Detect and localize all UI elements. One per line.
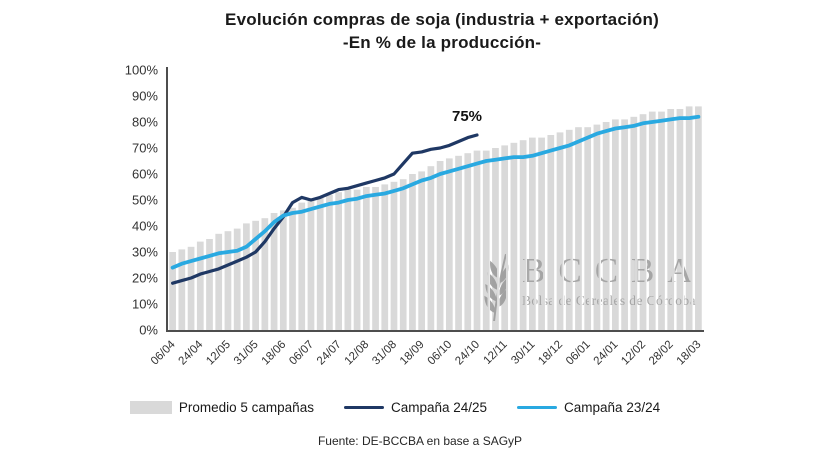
- svg-text:20%: 20%: [132, 271, 158, 286]
- watermark-bccba: BCCBA Bolsa de Cereales de Córdoba: [481, 251, 706, 321]
- svg-text:24/04: 24/04: [177, 338, 206, 367]
- legend-item-campana-23-24: Campaña 23/24: [517, 400, 660, 415]
- svg-text:31/05: 31/05: [232, 339, 261, 368]
- chart-title: Evolución compras de soja (industria + e…: [65, 8, 819, 54]
- legend-swatch-bar: [129, 401, 172, 414]
- svg-text:28/02: 28/02: [647, 339, 676, 368]
- svg-text:100%: 100%: [125, 63, 159, 78]
- svg-text:10%: 10%: [132, 297, 158, 312]
- svg-text:70%: 70%: [132, 141, 158, 156]
- watermark-letters: BCCBA: [522, 251, 706, 290]
- legend-swatch-line-24-25: [343, 405, 384, 410]
- svg-text:06/01: 06/01: [564, 339, 593, 368]
- svg-text:12/08: 12/08: [343, 339, 372, 368]
- svg-text:24/01: 24/01: [592, 339, 621, 368]
- svg-text:12/05: 12/05: [204, 339, 233, 368]
- svg-text:31/08: 31/08: [370, 339, 399, 368]
- svg-text:60%: 60%: [132, 167, 158, 182]
- svg-text:06/07: 06/07: [287, 339, 316, 368]
- svg-text:30%: 30%: [132, 245, 158, 260]
- svg-text:06/10: 06/10: [426, 339, 455, 368]
- svg-text:40%: 40%: [132, 219, 158, 234]
- svg-text:0%: 0%: [139, 323, 158, 338]
- svg-text:12/02: 12/02: [619, 339, 648, 368]
- svg-text:24/07: 24/07: [315, 339, 344, 368]
- svg-text:80%: 80%: [132, 115, 158, 130]
- svg-text:18/12: 18/12: [536, 339, 565, 368]
- svg-text:30/11: 30/11: [509, 339, 537, 367]
- legend-item-campana-24-25: Campaña 24/25: [343, 400, 488, 415]
- legend-swatch-line-23-24: [517, 405, 558, 410]
- svg-text:18/06: 18/06: [260, 339, 289, 368]
- watermark-subtitle: Bolsa de Cereales de Córdoba: [522, 293, 696, 308]
- svg-text:18/03: 18/03: [675, 339, 704, 368]
- legend-item-promedio: Promedio 5 campañas: [129, 400, 314, 415]
- legend-label-campana-24-25: Campaña 24/25: [390, 400, 488, 415]
- legend-label-campana-23-24: Campaña 23/24: [564, 400, 661, 415]
- watermark-text: BCCBA Bolsa de Cereales de Córdoba: [522, 251, 706, 309]
- wheat-spike-icon: [484, 253, 509, 321]
- svg-text:18/09: 18/09: [398, 339, 427, 368]
- svg-text:50%: 50%: [132, 193, 158, 208]
- chart-title-line2: -En % de la producción-: [342, 33, 542, 52]
- svg-text:12/11: 12/11: [482, 339, 510, 367]
- svg-text:06/04: 06/04: [149, 338, 178, 367]
- legend-label-promedio: Promedio 5 campañas: [178, 400, 314, 415]
- svg-text:24/10: 24/10: [453, 339, 482, 368]
- source-note: Fuente: DE-BCCBA en base a SAGyP: [317, 434, 523, 448]
- chart-title-line1: Evolución compras de soja (industria + e…: [225, 10, 659, 29]
- svg-text:75%: 75%: [452, 108, 482, 125]
- bar-series-promedio: [169, 106, 702, 331]
- svg-text:90%: 90%: [132, 89, 158, 104]
- legend: Promedio 5 campañas Campaña 24/25 Campañ…: [0, 400, 790, 415]
